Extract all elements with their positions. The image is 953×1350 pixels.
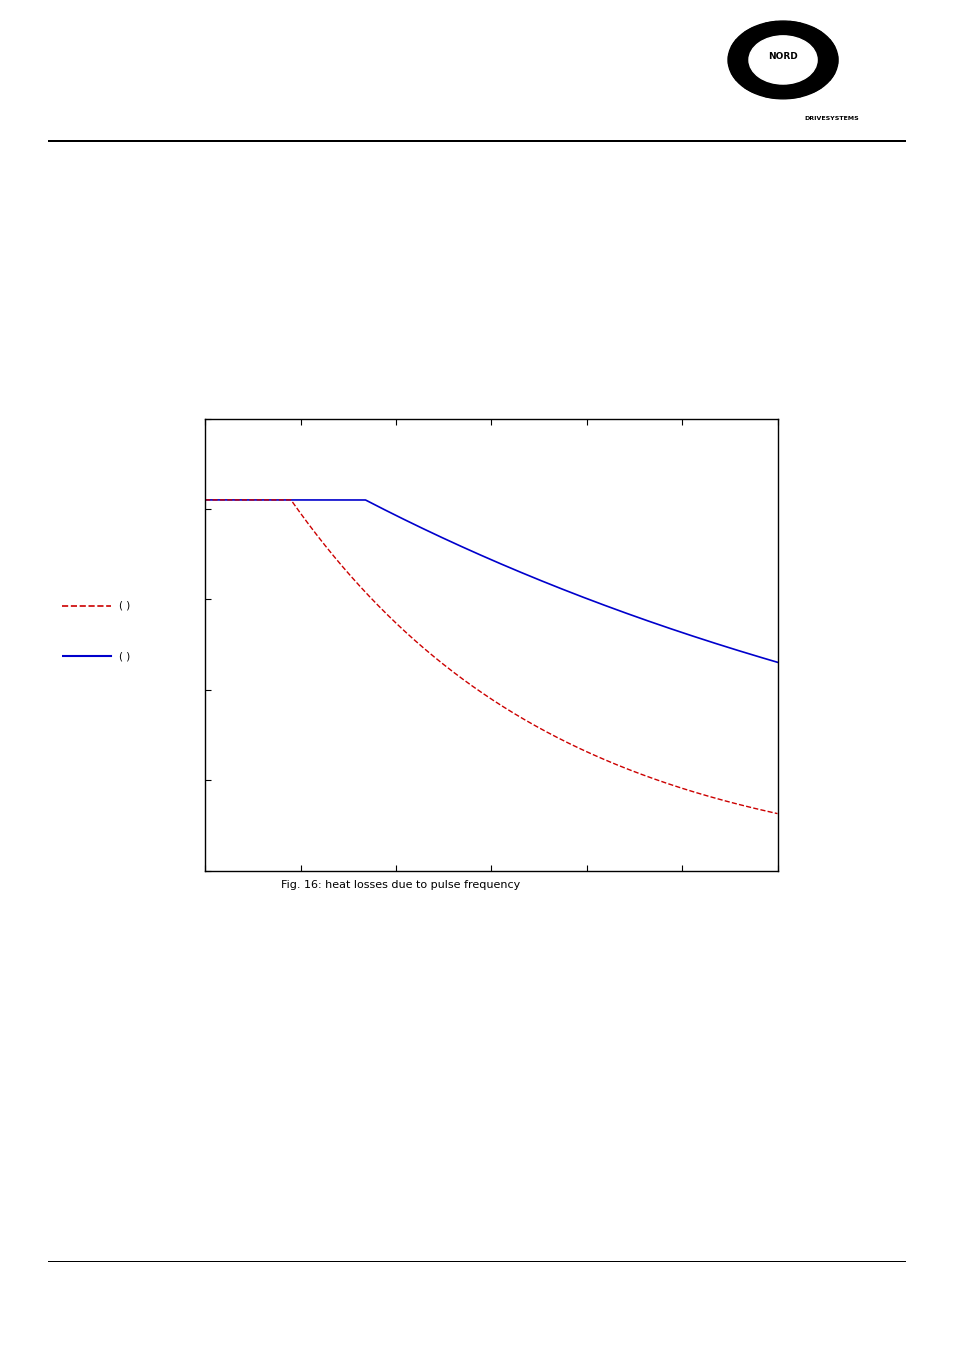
Circle shape xyxy=(748,36,817,84)
Text: ( ): ( ) xyxy=(118,601,130,612)
Text: DRIVESYSTEMS: DRIVESYSTEMS xyxy=(803,116,859,120)
Circle shape xyxy=(727,22,837,99)
Text: Fig. 16: heat losses due to pulse frequency: Fig. 16: heat losses due to pulse freque… xyxy=(281,880,519,890)
Text: NORD: NORD xyxy=(767,53,797,61)
Text: ( ): ( ) xyxy=(118,651,130,661)
